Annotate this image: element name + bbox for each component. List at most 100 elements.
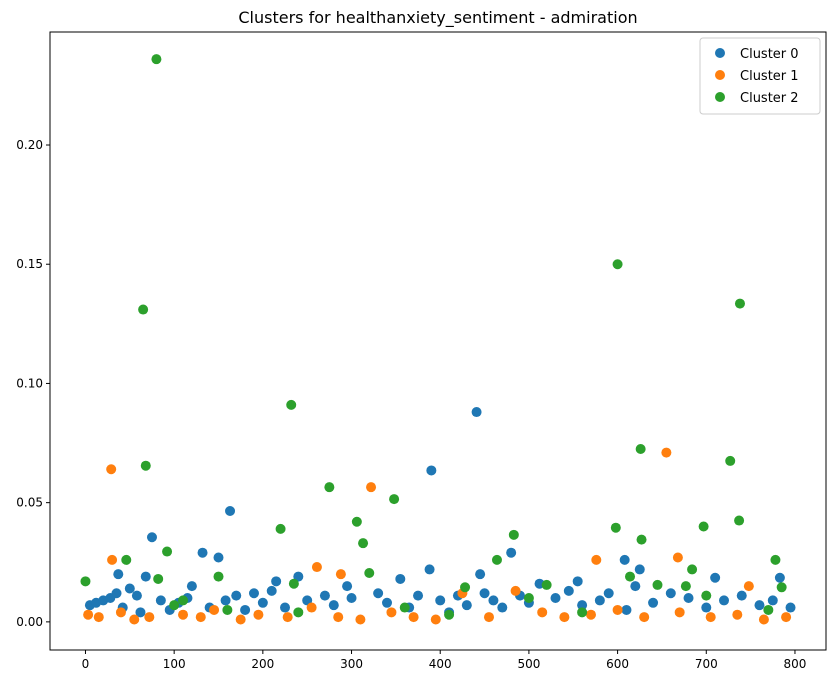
point (209, 604, 220, 615)
point (634, 564, 645, 575)
point (306, 602, 317, 613)
point (83, 609, 94, 620)
point (639, 612, 650, 623)
point (153, 573, 164, 584)
point (140, 460, 151, 471)
point (399, 602, 410, 613)
point (286, 399, 297, 410)
point (734, 515, 745, 526)
point (785, 602, 796, 613)
point (220, 595, 231, 606)
x-tick-label: 500 (517, 657, 540, 671)
point (324, 482, 335, 493)
point (506, 547, 517, 558)
point (619, 554, 630, 565)
point (734, 298, 745, 309)
point (577, 607, 588, 618)
point (488, 595, 499, 606)
point (328, 600, 339, 611)
point (636, 534, 647, 545)
point (302, 595, 313, 606)
y-tick-label: 0.10 (16, 376, 43, 390)
point (382, 597, 393, 608)
point (665, 588, 676, 599)
point (758, 614, 769, 625)
legend-marker (715, 92, 725, 102)
point (630, 581, 641, 592)
point (80, 576, 91, 587)
point (479, 588, 490, 599)
x-tick-label: 600 (606, 657, 629, 671)
x-tick-label: 200 (251, 657, 274, 671)
point (672, 552, 683, 563)
y-tick-label: 0.05 (16, 496, 43, 510)
point (293, 607, 304, 618)
point (754, 600, 765, 611)
point (151, 54, 162, 65)
point (319, 590, 330, 601)
point (719, 595, 730, 606)
axes-frame (49, 31, 827, 651)
x-tick-label: 100 (163, 657, 186, 671)
point (471, 407, 482, 418)
point (594, 595, 605, 606)
point (342, 581, 353, 592)
point (710, 572, 721, 583)
point (115, 607, 126, 618)
legend-marker (715, 70, 725, 80)
point (572, 576, 583, 587)
point (563, 585, 574, 596)
point (195, 612, 206, 623)
point (491, 554, 502, 565)
legend-text: Cluster 0 (740, 47, 799, 62)
legend-box (699, 37, 821, 115)
point (231, 590, 242, 601)
point (408, 612, 419, 623)
point (510, 585, 521, 596)
point (257, 597, 268, 608)
point (346, 593, 357, 604)
chart-title: Clusters for healthanxiety_sentiment - a… (238, 8, 637, 28)
legend-text: Cluster 2 (740, 91, 799, 106)
point (424, 564, 435, 575)
point (612, 259, 623, 270)
point (776, 582, 787, 593)
point (280, 602, 291, 613)
point (144, 612, 155, 623)
point (763, 604, 774, 615)
point (373, 588, 384, 599)
point (155, 595, 166, 606)
point (698, 521, 709, 532)
point (621, 604, 632, 615)
point (293, 571, 304, 582)
point (225, 505, 236, 516)
point (235, 614, 246, 625)
point (395, 573, 406, 584)
point (389, 494, 400, 505)
point (603, 588, 614, 599)
point (266, 585, 277, 596)
point (743, 581, 754, 592)
point (523, 593, 534, 604)
point (674, 607, 685, 618)
y-tick-label: 0.15 (16, 257, 43, 271)
point (635, 444, 646, 455)
point (591, 554, 602, 565)
point (413, 590, 424, 601)
point (435, 595, 446, 606)
point (107, 554, 118, 565)
point (213, 552, 224, 563)
point (781, 612, 792, 623)
point (386, 607, 397, 618)
point (162, 546, 173, 557)
point (625, 571, 636, 582)
point (610, 522, 621, 533)
point (541, 579, 552, 590)
point (124, 583, 135, 594)
y-tick-label: 0.00 (16, 615, 43, 629)
point (550, 593, 561, 604)
point (113, 569, 124, 580)
point (282, 612, 293, 623)
legend-marker (715, 48, 725, 58)
